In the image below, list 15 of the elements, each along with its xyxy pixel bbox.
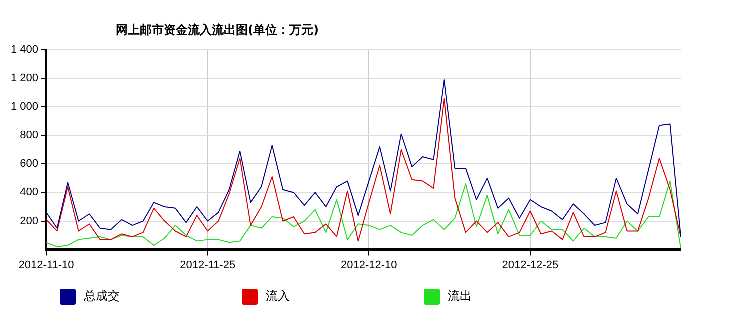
legend-label: 总成交 bbox=[84, 288, 120, 305]
x-tick-label: 2012-12-25 bbox=[502, 259, 559, 272]
y-tick-label: 400 bbox=[20, 186, 39, 199]
x-tick-label: 2012-11-25 bbox=[180, 259, 236, 272]
y-tick-label: 1 200 bbox=[10, 72, 39, 85]
legend-label: 流入 bbox=[266, 288, 290, 305]
y-tick-label: 1 400 bbox=[10, 44, 39, 56]
chart-title: 网上邮市资金流入流出图(单位：万元) bbox=[116, 22, 319, 39]
y-tick-label: 600 bbox=[20, 158, 39, 170]
y-tick-label: 1 000 bbox=[10, 101, 39, 114]
legend-label: 流出 bbox=[448, 288, 472, 305]
y-tick-label: 200 bbox=[20, 215, 39, 228]
y-tick-label: 800 bbox=[20, 130, 39, 142]
x-tick-label: 2012-11-10 bbox=[18, 259, 74, 272]
x-tick-label: 2012-12-10 bbox=[341, 259, 398, 272]
